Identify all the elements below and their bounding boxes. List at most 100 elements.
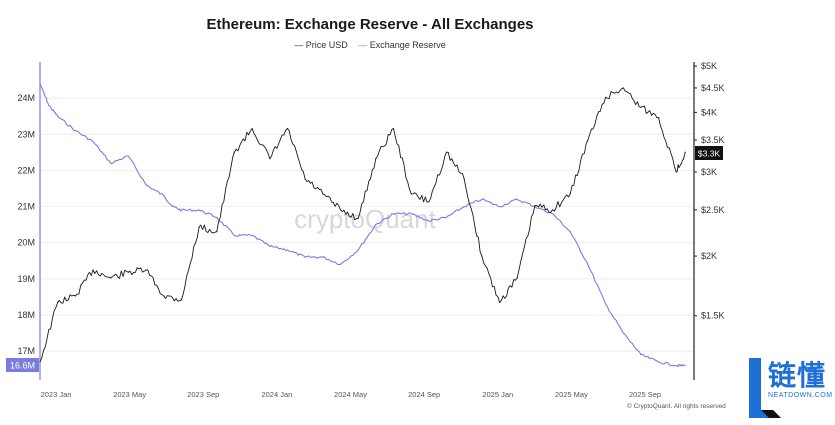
right-tick-label: $3.5K	[701, 135, 725, 145]
price-current-badge	[695, 146, 723, 160]
reserve-point	[322, 256, 324, 258]
price-point	[163, 295, 165, 297]
logo-l-shadow	[761, 410, 781, 418]
price-usd-line	[39, 87, 686, 363]
reserve-current-badge	[6, 358, 39, 372]
chart-title: Ethereum: Exchange Reserve - All Exchang…	[206, 16, 534, 33]
reserve-point	[463, 205, 465, 208]
price-point	[463, 178, 465, 180]
left-tick-label: 18M	[17, 310, 35, 320]
left-axis: 17M 18M 19M 20M 21M 22M 23M 24M	[17, 93, 35, 356]
price-point	[127, 271, 129, 273]
price-point	[269, 158, 271, 160]
reserve-point	[171, 205, 174, 208]
price-point	[233, 151, 236, 153]
reserve-point	[180, 209, 183, 211]
left-tick-label: 23M	[17, 129, 35, 139]
copyright-text: © CryptoQuant. All rights reserved	[627, 403, 726, 410]
legend-price-label: Price USD	[305, 40, 348, 50]
reserve-point	[92, 140, 94, 143]
price-point	[39, 361, 41, 363]
right-tick-label: $2.5K	[701, 205, 725, 215]
price-point	[516, 277, 518, 279]
reserve-point	[357, 249, 359, 251]
price-point	[534, 205, 536, 207]
price-point	[392, 127, 395, 130]
legend-reserve-swatch: —	[358, 40, 368, 50]
right-tick-label: $5K	[701, 61, 717, 71]
reserve-point	[251, 234, 253, 237]
reserve-point	[684, 364, 686, 367]
x-tick-label: 2023 May	[113, 390, 146, 399]
reserve-point	[39, 83, 41, 85]
price-point	[622, 87, 624, 89]
reserve-point	[375, 224, 377, 226]
reserve-point	[304, 256, 306, 258]
price-point	[286, 127, 289, 130]
reserve-point	[410, 213, 412, 215]
legend-price[interactable]: — Price USD	[294, 40, 350, 50]
brand-english-name: NEATDOWN.COM	[768, 392, 833, 399]
price-point	[304, 178, 306, 180]
left-tick-label: 21M	[17, 202, 35, 212]
reserve-point	[110, 162, 112, 164]
reserve-point	[392, 213, 395, 215]
reserve-point	[516, 198, 518, 200]
x-tick-label: 2025 May	[555, 390, 588, 399]
price-point	[57, 301, 59, 303]
price-point	[587, 139, 589, 141]
price-point	[445, 151, 448, 153]
left-tick-label: 19M	[17, 274, 35, 284]
reserve-point	[498, 205, 501, 208]
right-tick-label: $2K	[701, 251, 717, 261]
right-tick-label: $4.5K	[701, 83, 725, 93]
exchange-reserve-line	[39, 83, 686, 368]
price-point	[428, 201, 430, 203]
price-point	[74, 295, 76, 297]
price-point	[198, 226, 200, 228]
chart-legend: — Price USD — Exchange Reserve	[0, 40, 740, 50]
price-point	[605, 96, 607, 98]
x-tick-label: 2023 Sep	[187, 390, 219, 399]
left-tick-label: 22M	[17, 165, 35, 175]
reserve-point	[74, 130, 76, 132]
x-tick-label: 2024 Jan	[261, 390, 292, 399]
reserve-current-label: 16.6M	[10, 361, 35, 371]
right-tick-label: $1.5K	[701, 311, 725, 321]
reserve-point	[622, 332, 624, 334]
price-point	[481, 255, 483, 257]
brand-chinese-name: 链懂	[768, 359, 827, 392]
reserve-point	[587, 263, 589, 265]
price-point	[339, 209, 342, 211]
price-point	[251, 127, 253, 130]
value-badges: 16.6M $3.3K	[6, 146, 723, 372]
neatdown-logo	[749, 358, 781, 418]
reserve-point	[145, 184, 147, 186]
price-point	[375, 158, 377, 160]
left-tick-label: 24M	[17, 93, 35, 103]
right-tick-label: $3K	[701, 167, 717, 177]
x-tick-label: 2024 May	[334, 390, 367, 399]
reserve-point	[127, 155, 129, 157]
price-point	[357, 217, 359, 219]
price-point	[684, 151, 686, 153]
left-tick-label: 20M	[17, 238, 35, 248]
reserve-point	[675, 364, 677, 367]
reserve-point	[551, 213, 554, 215]
price-point	[410, 193, 412, 195]
reserve-point	[286, 249, 289, 251]
price-current-label: $3.3K	[698, 149, 721, 159]
price-point	[640, 106, 642, 108]
reserve-point	[233, 234, 236, 237]
right-tick-label: $4K	[701, 107, 717, 117]
reserve-point	[163, 195, 165, 197]
legend-reserve[interactable]: — Exchange Reserve	[358, 40, 446, 50]
gridlines	[40, 97, 694, 352]
reserve-point	[481, 198, 483, 200]
series-layer	[39, 83, 686, 368]
price-point	[110, 277, 112, 279]
reserve-point	[445, 216, 448, 218]
reserve-point	[198, 209, 200, 211]
price-point	[498, 301, 501, 303]
